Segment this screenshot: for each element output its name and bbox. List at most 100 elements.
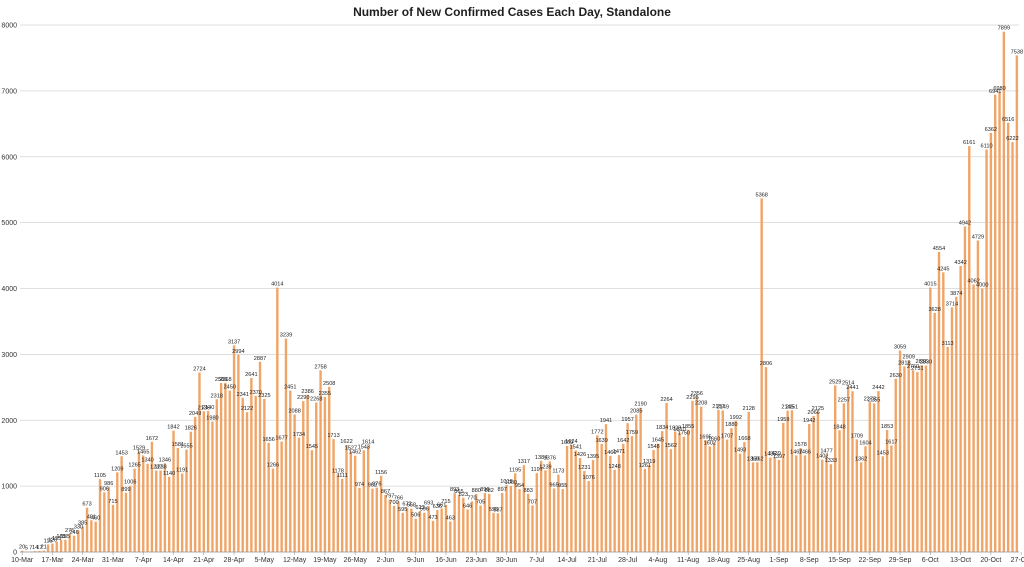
data-label: 1695 [699,434,711,440]
bar [111,504,115,552]
bar [661,431,664,552]
x-tick-label: 7-Apr [135,557,153,564]
bar [488,493,491,552]
bar [648,465,651,552]
x-tick-label: 7-Jul [529,557,545,564]
bar [496,513,500,552]
bar [855,439,859,552]
bar [981,288,984,552]
data-label: 897 [498,487,507,493]
bar [604,424,608,552]
bar [219,383,223,552]
data-label: 1209 [111,466,123,472]
data-label: 1941 [600,418,612,424]
bar [552,488,556,552]
bar [812,415,815,552]
bar [643,468,647,552]
data-label: 1239 [539,464,551,470]
bar [366,445,370,552]
data-label: 1362 [751,456,763,462]
data-label: 587 [493,507,502,513]
data-label: 2268 [310,397,322,403]
bar [946,346,949,552]
x-tick-label: 15-Sep [828,557,851,564]
bar [522,465,526,552]
bar [704,440,707,552]
bar [315,402,318,552]
data-label: 246 [69,530,78,536]
bar [353,455,357,552]
bar [155,470,158,552]
bar [955,296,958,552]
bar [332,439,335,552]
bar [462,497,465,552]
data-label: 20 [19,545,25,551]
data-label: 4015 [924,282,936,288]
data-label: 2128 [742,406,754,412]
data-label: 693 [424,500,433,506]
data-label: 2818 [898,360,910,366]
data-label: 2909 [902,354,914,360]
data-label: 2140 [202,405,214,411]
data-label: 460 [91,516,100,522]
data-label: 965 [549,482,558,488]
bar [77,530,80,552]
bar [825,454,828,552]
bar [570,445,573,552]
x-tick-label: 18-Aug [707,557,730,564]
bar [263,398,266,552]
bar [656,443,660,552]
bar [872,403,876,552]
y-tick-label: 0 [13,550,17,557]
data-label: 1980 [206,416,218,422]
data-label: 700 [389,500,398,506]
bar [686,429,690,552]
data-label: 1453 [877,450,889,456]
bar [907,360,910,552]
data-label: 1317 [518,459,530,465]
data-label: 6110 [981,144,993,150]
data-label: 1435 [764,451,776,457]
data-label: 673 [82,502,91,508]
x-tick-label: 10-Mar [11,557,34,564]
bar [691,400,694,552]
data-label: 2565 [215,377,227,383]
data-label: 1105 [94,473,106,479]
data-label: 2887 [254,356,266,362]
data-label: 1848 [833,424,845,430]
data-label: 1173 [552,469,564,475]
data-label: 2122 [241,406,253,412]
bar [782,422,785,552]
data-label: 2295 [686,395,698,401]
bar [734,420,737,552]
bar [120,456,123,552]
bar [674,431,677,552]
bar [457,495,461,552]
data-label: 6362 [985,127,997,133]
bar [392,505,396,552]
bar [600,444,603,552]
data-label: 3113 [942,341,954,347]
data-label: 3059 [894,344,906,350]
data-label: 1178 [332,468,344,474]
data-label: 1581 [172,442,184,448]
bar [284,338,288,552]
data-label: 1191 [176,468,188,474]
bar [159,470,162,552]
bar [323,396,327,552]
bar [38,550,41,552]
bar [81,526,84,552]
data-label: 1656 [262,437,274,443]
bar [808,424,811,552]
data-label: 1609 [561,440,573,446]
bar [475,494,478,552]
x-tick-label: 23-Jun [466,557,488,564]
data-label: 893 [450,487,459,493]
bar [937,252,941,552]
bar [211,421,214,552]
data-label: 2630 [890,373,902,379]
data-label: 1340 [141,458,153,464]
data-label: 596 [420,507,429,513]
bar [622,443,625,552]
x-tick-label: 21-Apr [193,557,215,564]
